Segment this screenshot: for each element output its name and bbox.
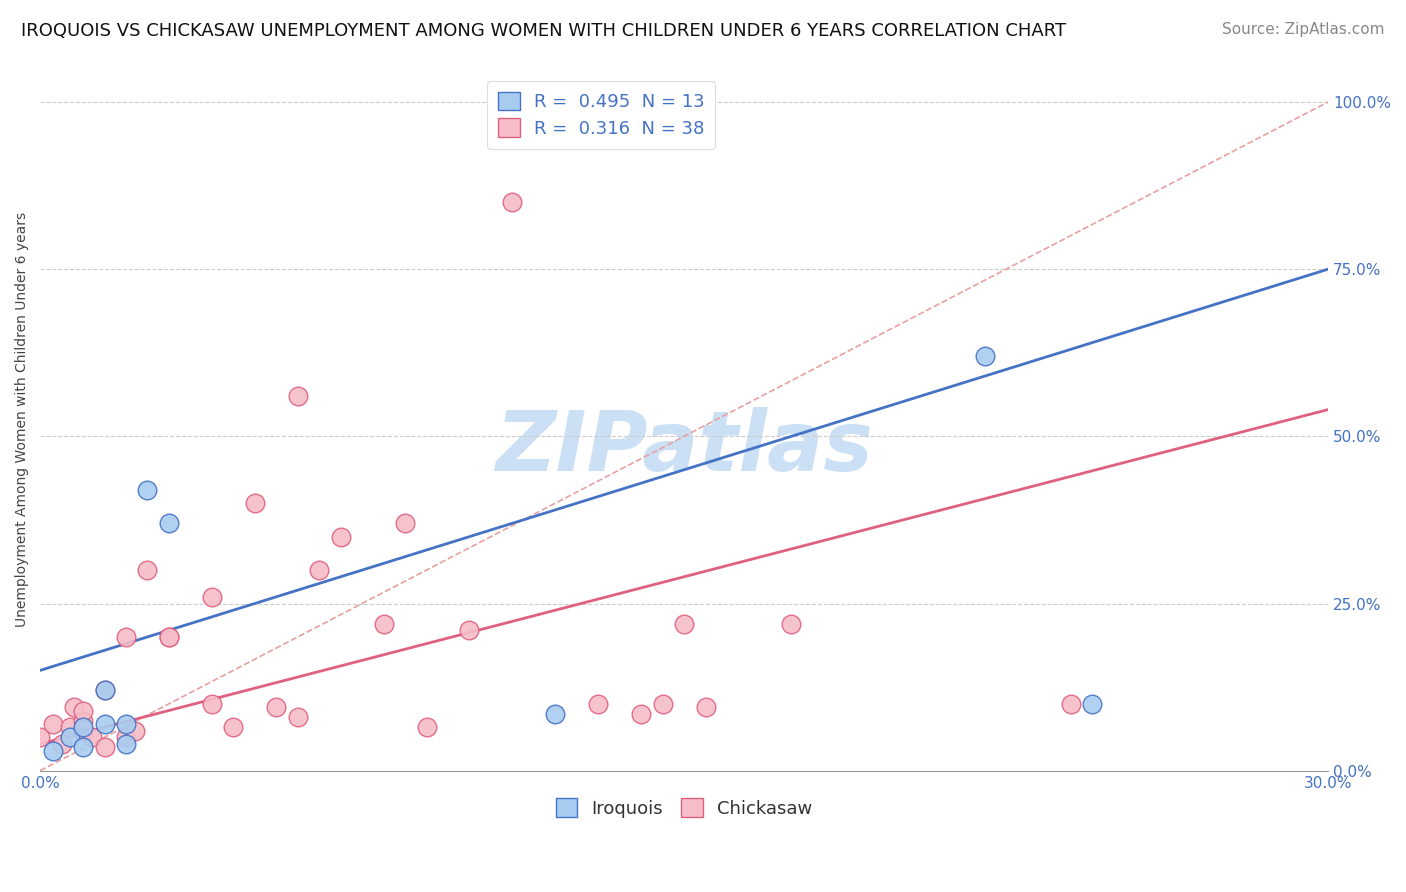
Point	[72, 704, 94, 718]
Point	[287, 389, 309, 403]
Point	[651, 697, 673, 711]
Point	[72, 720, 94, 734]
Point	[973, 349, 995, 363]
Point	[201, 697, 224, 711]
Point	[93, 717, 115, 731]
Point	[1059, 697, 1081, 711]
Point	[501, 195, 523, 210]
Point	[115, 717, 138, 731]
Point	[157, 630, 180, 644]
Point	[93, 740, 115, 755]
Point	[136, 563, 159, 577]
Legend: Iroquois, Chickasaw: Iroquois, Chickasaw	[548, 791, 820, 825]
Point	[458, 624, 481, 638]
Point	[157, 516, 180, 531]
Point	[72, 723, 94, 738]
Text: Source: ZipAtlas.com: Source: ZipAtlas.com	[1222, 22, 1385, 37]
Point	[136, 483, 159, 497]
Point	[308, 563, 330, 577]
Point	[201, 590, 224, 604]
Point	[124, 723, 146, 738]
Point	[59, 731, 82, 745]
Point	[630, 706, 652, 721]
Point	[287, 710, 309, 724]
Point	[544, 706, 567, 721]
Point	[588, 697, 610, 711]
Point	[59, 720, 82, 734]
Point	[264, 700, 287, 714]
Point	[695, 700, 717, 714]
Point	[780, 616, 803, 631]
Point	[373, 616, 395, 631]
Y-axis label: Unemployment Among Women with Children Under 6 years: Unemployment Among Women with Children U…	[15, 212, 30, 627]
Text: ZIPatlas: ZIPatlas	[495, 407, 873, 488]
Point	[30, 731, 52, 745]
Point	[415, 720, 437, 734]
Point	[115, 737, 138, 751]
Point	[63, 700, 86, 714]
Point	[115, 731, 138, 745]
Point	[329, 530, 352, 544]
Point	[42, 744, 65, 758]
Point	[80, 731, 103, 745]
Point	[394, 516, 416, 531]
Point	[157, 630, 180, 644]
Point	[93, 683, 115, 698]
Point	[115, 630, 138, 644]
Point	[93, 683, 115, 698]
Point	[673, 616, 696, 631]
Point	[243, 496, 266, 510]
Point	[72, 740, 94, 755]
Point	[222, 720, 245, 734]
Point	[72, 714, 94, 728]
Point	[1081, 697, 1104, 711]
Text: IROQUOIS VS CHICKASAW UNEMPLOYMENT AMONG WOMEN WITH CHILDREN UNDER 6 YEARS CORRE: IROQUOIS VS CHICKASAW UNEMPLOYMENT AMONG…	[21, 22, 1066, 40]
Point	[42, 717, 65, 731]
Point	[51, 737, 73, 751]
